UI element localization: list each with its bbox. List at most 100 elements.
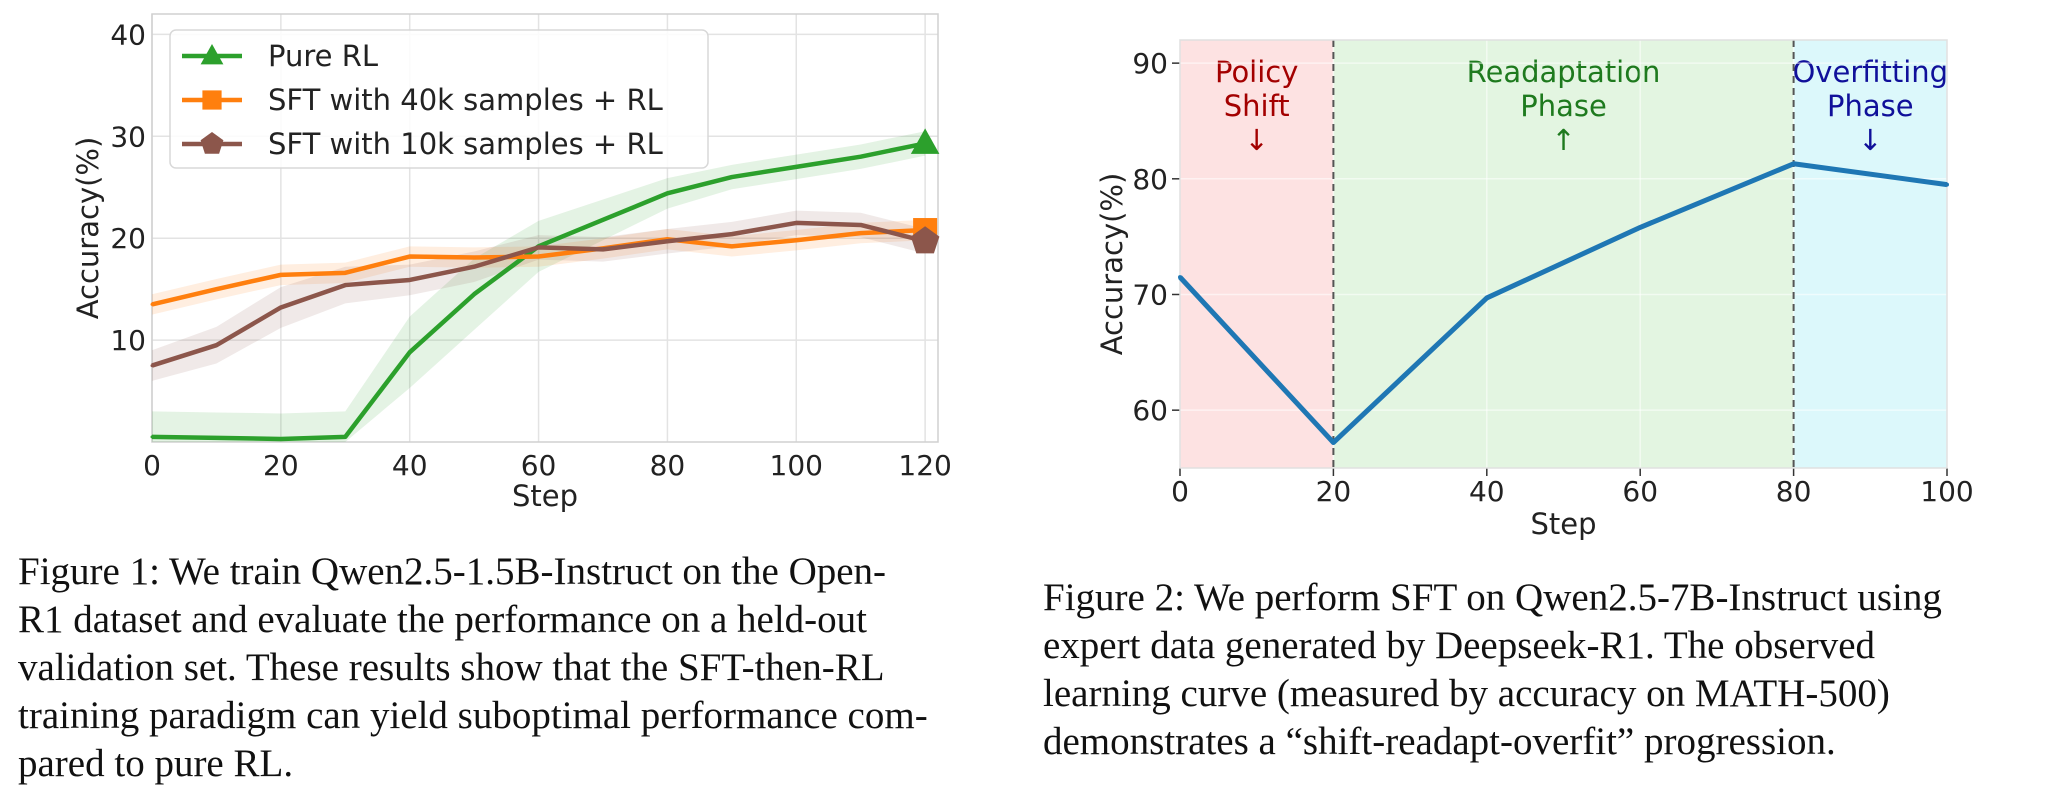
data-point — [1484, 295, 1489, 300]
figure1-caption: Figure 1: We train Qwen2.5-1.5B-Instruct… — [18, 548, 1018, 788]
data-point — [343, 435, 347, 439]
plot-frame — [151, 13, 939, 443]
phase-label: Policy — [1215, 55, 1298, 89]
data-point — [472, 265, 476, 269]
x-tick-label: 20 — [1316, 475, 1352, 508]
data-point — [150, 435, 154, 439]
x-tick-label: 100 — [770, 449, 823, 482]
caption1-line: training paradigm can yield suboptimal p… — [18, 694, 928, 737]
x-tick-label: 0 — [1171, 475, 1189, 508]
x-tick-label: 120 — [898, 449, 951, 482]
data-point — [1178, 275, 1182, 280]
data-point — [214, 343, 218, 347]
y-tick-label: 40 — [110, 18, 146, 51]
plot-frame — [1179, 39, 1948, 469]
data-point — [730, 232, 734, 236]
x-tick-label: 40 — [392, 449, 428, 482]
data-point — [279, 273, 283, 277]
confidence-band — [152, 219, 926, 315]
data-point — [408, 278, 412, 282]
accuracy-line — [1178, 161, 1948, 446]
x-tick-label: 60 — [521, 449, 557, 482]
data-point — [794, 165, 798, 169]
data-point — [794, 221, 798, 225]
end-marker — [910, 128, 940, 154]
phase-label: Readaptation — [1467, 55, 1661, 89]
phase-label: Overfitting — [1792, 55, 1948, 89]
data-point — [1638, 225, 1643, 230]
caption2-line: expert data generated by Deepseek-R1. Th… — [1043, 624, 1876, 667]
data-point — [150, 364, 154, 368]
phase-label: Phase — [1520, 89, 1607, 123]
phase-label: Shift — [1224, 89, 1290, 123]
y-tick-label: 60 — [1132, 394, 1168, 427]
data-point — [665, 239, 669, 243]
x-tick-label: 40 — [1469, 475, 1505, 508]
caption1-line: validation set. These results show that … — [18, 646, 885, 689]
phase-label: ↓ — [1245, 123, 1269, 157]
data-point — [859, 155, 863, 159]
data-point — [730, 175, 734, 179]
data-point — [472, 292, 476, 296]
phase-region — [1333, 40, 1794, 468]
data-point — [601, 218, 605, 222]
data-point — [408, 350, 412, 354]
legend-marker — [200, 132, 224, 154]
caption2-line: learning curve (measured by accuracy on … — [1043, 672, 1890, 715]
caption1-line: Figure 1: We train Qwen2.5-1.5B-Instruct… — [18, 550, 887, 593]
data-point — [343, 283, 347, 287]
data-point — [601, 247, 605, 251]
figure2-chart: PolicyShift↓ReadaptationPhase↑Overfittin… — [1095, 39, 1974, 540]
legend: Pure RL SFT with 40k samples + RL SFT with… — [169, 29, 709, 169]
figure2-caption: Figure 2: We perform SFT on Qwen2.5-7B-I… — [1043, 574, 2038, 766]
data-point — [279, 305, 283, 309]
y-tick-label: 80 — [1132, 163, 1168, 196]
x-tick-label: 80 — [650, 449, 686, 482]
y-axis-title: Accuracy(%) — [71, 137, 105, 320]
y-tick-label: 90 — [1132, 47, 1168, 80]
x-axis-title: Step — [1530, 507, 1596, 540]
phase-region — [1793, 40, 1947, 468]
end-marker — [910, 226, 940, 254]
confidence-band — [152, 131, 926, 442]
legend-box — [169, 29, 709, 169]
data-point — [730, 244, 734, 248]
data-point — [859, 231, 863, 235]
y-tick-label: 30 — [110, 120, 146, 153]
figure1-chart: 0 20 40 60 80 100 120 10 20 30 40 Step Accuracy(%) Pu… — [71, 13, 952, 513]
legend-label: Pure RL — [268, 39, 378, 73]
x-tick-label: 100 — [1920, 475, 1973, 508]
caption2-line: Figure 2: We perform SFT on Qwen2.5-7B-I… — [1043, 576, 1942, 619]
data-point — [665, 191, 669, 195]
data-point — [408, 255, 412, 259]
legend-marker — [202, 90, 222, 110]
y-tick-label: 70 — [1132, 278, 1168, 311]
data-point — [150, 302, 154, 306]
data-point — [214, 436, 218, 440]
legend-marker — [200, 44, 224, 65]
data-point — [794, 238, 798, 242]
data-point — [472, 256, 476, 260]
data-point — [1945, 182, 1949, 187]
phase-label: ↓ — [1858, 123, 1882, 157]
phase-label: Phase — [1827, 89, 1914, 123]
x-tick-label: 20 — [263, 449, 299, 482]
phase-region — [1180, 40, 1334, 468]
data-point — [859, 223, 863, 227]
data-point — [537, 255, 541, 259]
caption1-line: R1 dataset and evaluate the performance … — [18, 598, 867, 641]
x-tick-label: 80 — [1776, 475, 1812, 508]
data-point — [214, 287, 218, 291]
x-axis-title: Step — [512, 479, 578, 513]
y-tick-label: 20 — [110, 222, 146, 255]
phase-label: ↑ — [1551, 123, 1575, 157]
data-point — [279, 437, 283, 441]
x-tick-label: 60 — [1622, 475, 1658, 508]
x-tick-label: 0 — [143, 449, 161, 482]
caption1-line: pared to pure RL. — [18, 742, 294, 785]
legend-label: SFT with 40k samples + RL — [268, 83, 663, 117]
data-point — [1791, 161, 1796, 166]
data-point — [537, 245, 541, 249]
y-axis-title: Accuracy(%) — [1095, 173, 1129, 356]
data-point — [1331, 440, 1336, 445]
